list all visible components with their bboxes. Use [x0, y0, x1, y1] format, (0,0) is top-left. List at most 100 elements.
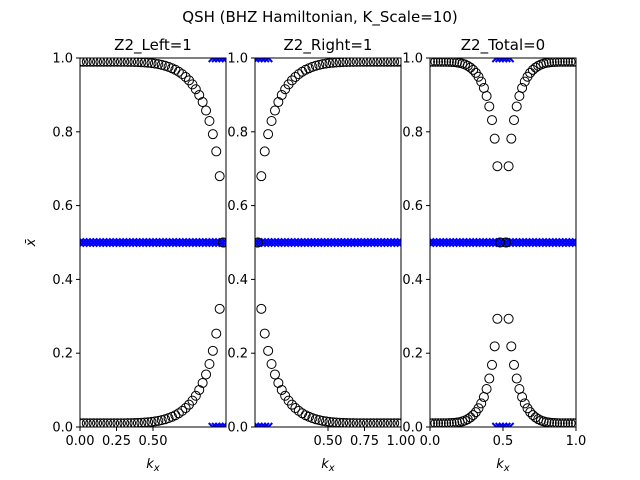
circle-marker	[214, 303, 225, 314]
circle-marker	[132, 417, 143, 427]
circle-marker	[392, 58, 401, 67]
circle-marker	[511, 373, 522, 384]
circle-marker	[218, 237, 226, 248]
circle-marker	[492, 313, 503, 324]
circle-marker	[280, 390, 291, 401]
circle-marker	[334, 417, 345, 427]
cross-marker	[260, 422, 270, 427]
circle-marker	[331, 417, 342, 427]
circle-marker	[503, 161, 514, 172]
circle-marker	[105, 418, 116, 427]
cross-marker	[571, 237, 576, 248]
circle-marker	[468, 410, 479, 421]
circle-marker	[514, 91, 525, 102]
y-tick-label: 0.6	[402, 199, 423, 214]
circle-marker	[396, 58, 401, 67]
circle-marker	[385, 58, 396, 67]
circle-marker	[321, 58, 332, 69]
x-tick-label: 0.50	[139, 434, 168, 449]
panel-title: Z2_Left=1	[114, 36, 192, 55]
y-tick-label: 0.6	[52, 199, 73, 214]
circle-marker	[338, 417, 349, 427]
circle-marker	[355, 418, 366, 427]
circle-marker	[443, 58, 454, 67]
circle-marker	[255, 237, 263, 248]
circle-marker	[554, 58, 565, 67]
circle-marker	[435, 418, 446, 427]
circle-series	[255, 58, 401, 427]
circle-marker	[204, 358, 215, 369]
circle-marker	[552, 418, 563, 427]
circle-marker	[190, 390, 201, 401]
circle-marker	[358, 58, 369, 67]
circle-marker	[530, 412, 541, 423]
circle-marker	[122, 58, 133, 67]
figure-suptitle: QSH (BHZ Hamiltonian, K_Scale=10)	[182, 8, 457, 27]
y-tick-label: 0.4	[52, 273, 73, 288]
circle-marker	[568, 58, 576, 67]
y-tick-label: 0.2	[227, 347, 248, 362]
plot-area	[430, 58, 576, 427]
circle-marker	[139, 417, 150, 427]
circle-marker	[132, 58, 143, 68]
circle-marker	[259, 146, 270, 157]
circle-marker	[173, 408, 184, 419]
circle-marker	[361, 418, 372, 427]
circle-marker	[331, 58, 342, 68]
circle-marker	[266, 358, 277, 369]
circle-marker	[126, 418, 137, 427]
circle-marker	[495, 237, 506, 248]
circle-marker	[560, 418, 571, 427]
circle-marker	[153, 415, 164, 426]
panels: 0.0 0.2 0.4 0.6 0.8 1.0 0.00 0.25 0.50 Z2_Left=1k…	[24, 36, 586, 474]
circle-marker	[378, 58, 389, 67]
circle-marker	[500, 237, 511, 248]
circle-marker	[385, 418, 396, 427]
circle-marker	[214, 171, 225, 182]
circle-marker	[129, 418, 140, 427]
circle-marker	[441, 418, 452, 427]
circle-series	[430, 58, 576, 427]
circle-marker	[81, 418, 92, 427]
circle-marker	[269, 369, 280, 380]
cross-series	[255, 58, 401, 427]
y-tick-label: 0.6	[227, 199, 248, 214]
circle-marker	[129, 58, 140, 67]
circle-marker	[256, 303, 267, 314]
cross-marker	[217, 237, 226, 248]
x-tick-label: 0.00	[66, 434, 95, 449]
circle-marker	[382, 58, 393, 67]
circle-marker	[112, 418, 123, 427]
x-tick-label: 0.25	[102, 434, 131, 449]
circle-marker	[190, 84, 201, 95]
circle-marker	[392, 418, 401, 427]
x-tick-label: 1.00	[387, 434, 416, 449]
circle-marker	[88, 418, 99, 427]
circle-marker	[348, 418, 359, 427]
circle-marker	[273, 377, 284, 388]
circle-marker	[560, 58, 571, 67]
circle-marker	[375, 418, 386, 427]
circle-marker	[81, 58, 92, 67]
x-tick-label: 0.5	[493, 434, 514, 449]
circle-marker	[389, 418, 400, 427]
circle-marker	[149, 416, 160, 427]
circle-marker	[430, 58, 441, 67]
circle-marker	[481, 91, 492, 102]
circle-marker	[177, 405, 188, 416]
circle-marker	[460, 59, 471, 70]
circle-marker	[389, 58, 400, 67]
circle-marker	[365, 418, 376, 427]
cross-marker	[567, 237, 576, 248]
circle-marker	[115, 58, 126, 67]
circle-marker	[173, 66, 184, 77]
circle-marker	[80, 418, 89, 427]
circle-marker	[503, 313, 514, 324]
circle-marker	[492, 161, 503, 172]
cross-marker	[263, 58, 273, 63]
y-tick-label: 1.0	[402, 52, 423, 67]
circle-marker	[562, 418, 573, 427]
circle-marker	[263, 345, 274, 356]
circle-marker	[341, 58, 352, 67]
cross-marker	[501, 58, 512, 63]
